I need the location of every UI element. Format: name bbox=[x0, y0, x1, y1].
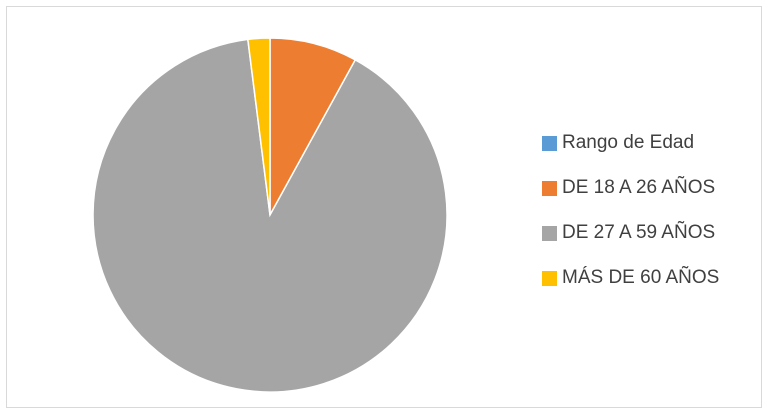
pie-slices bbox=[92, 37, 448, 393]
legend-swatch bbox=[542, 135, 557, 151]
legend-swatch bbox=[542, 180, 557, 196]
legend-item-27-59: DE 27 A 59 AÑOS bbox=[542, 221, 757, 245]
legend-item-rango-de-edad: Rango de Edad bbox=[542, 131, 757, 155]
legend-swatch bbox=[542, 225, 557, 241]
pie-slice-1 bbox=[269, 37, 357, 216]
legend-swatch bbox=[542, 270, 557, 286]
legend-label: MÁS DE 60 AÑOS bbox=[562, 267, 720, 288]
pie-slice-2 bbox=[92, 38, 448, 393]
pie-slice-3 bbox=[246, 37, 271, 216]
legend-label: DE 18 A 26 AÑOS bbox=[562, 177, 716, 198]
legend-item-18-26: DE 18 A 26 AÑOS bbox=[542, 176, 757, 200]
legend: Rango de Edad DE 18 A 26 AÑOS DE 27 A 59… bbox=[542, 131, 757, 311]
legend-item-60-plus: MÁS DE 60 AÑOS bbox=[542, 266, 757, 290]
legend-label: DE 27 A 59 AÑOS bbox=[562, 222, 716, 243]
legend-label: Rango de Edad bbox=[562, 132, 695, 153]
